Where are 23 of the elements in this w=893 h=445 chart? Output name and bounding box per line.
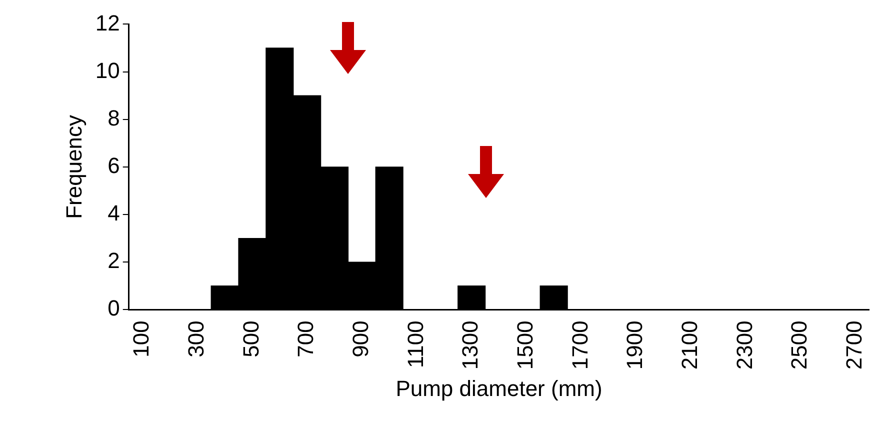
y-tick-label: 4 [108, 200, 120, 226]
y-tick-label: 6 [108, 152, 120, 178]
y-tick-label: 10 [95, 58, 120, 83]
y-tick-label: 0 [108, 296, 120, 321]
x-tick-label: 1300 [458, 320, 483, 370]
y-tick-label: 2 [108, 248, 120, 274]
x-tick-label: 900 [348, 320, 373, 358]
x-tick-label: 1900 [622, 320, 648, 370]
y-tick-label: 8 [108, 105, 120, 130]
x-tick-label: 300 [183, 320, 208, 358]
x-tick-label: 2100 [676, 320, 702, 370]
x-tick-label: 700 [293, 320, 318, 358]
x-tick-label: 1500 [512, 320, 538, 370]
x-tick-label: 2300 [732, 320, 757, 370]
x-axis-title: Pump diameter (mm) [396, 376, 602, 401]
x-tick-label: 100 [128, 320, 154, 358]
x-tick-label: 500 [238, 320, 264, 358]
x-tick-label: 2500 [786, 320, 812, 370]
y-tick-label: 12 [95, 10, 120, 36]
y-axis-title: Frequency [61, 114, 86, 219]
x-tick-label: 1700 [567, 320, 592, 370]
x-tick-label: 2700 [841, 320, 866, 370]
x-tick-label: 1100 [402, 320, 428, 368]
